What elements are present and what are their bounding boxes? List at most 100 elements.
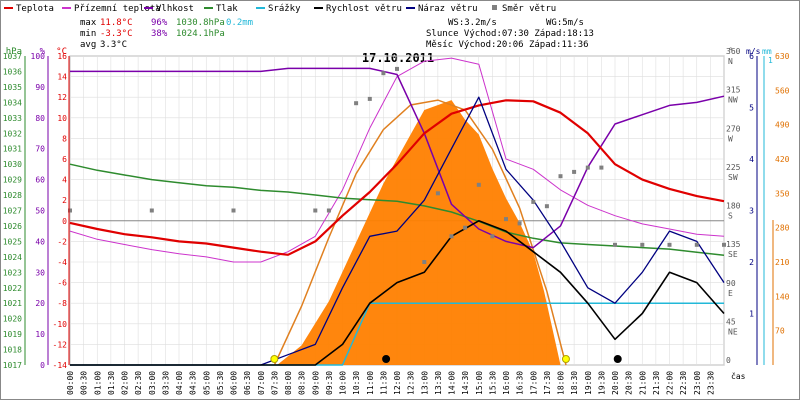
- hpa-axis-unit: hPa: [6, 47, 22, 57]
- temp-axis-tick-label: -2: [57, 237, 67, 246]
- wind-direction-point: [231, 208, 236, 213]
- wind-axis-tick-label: 5: [749, 104, 754, 113]
- rain-axis-unit: mm: [762, 47, 772, 56]
- x-tick-label: 02:30: [134, 371, 143, 395]
- hpa-axis-tick-label: 1033: [3, 114, 22, 123]
- dir-axis-compass-label: N: [728, 57, 733, 66]
- dir-axis-tick-label: 135: [726, 240, 741, 249]
- dir-axis-compass-label: S: [728, 212, 733, 221]
- stats-min-press: 1024.1hPa: [176, 29, 225, 39]
- temp-axis-tick-label: 16: [57, 52, 67, 61]
- x-tick-label: 05:00: [202, 371, 211, 395]
- x-tick-label: 13:30: [434, 371, 443, 395]
- solar-axis-tick-label: 210: [775, 258, 790, 267]
- stats-ws: WS:3.2m/s: [448, 18, 497, 28]
- x-tick-label: 22:30: [679, 371, 688, 395]
- hpa-axis-tick-label: 1030: [3, 160, 22, 169]
- stats-avg-label: avg: [80, 40, 96, 50]
- dir-axis-compass-label: SE: [728, 250, 738, 259]
- wind-axis-tick-label: 4: [749, 155, 754, 164]
- wind-axis-tick-label: 6: [749, 52, 754, 61]
- x-tick-label: 18:30: [570, 371, 579, 395]
- x-tick-label: 15:30: [488, 371, 497, 395]
- legend-label: Srážky: [268, 4, 301, 14]
- stats-max-label: max: [80, 18, 97, 28]
- hpa-axis-tick-label: 1021: [3, 299, 22, 308]
- solar-axis-tick-label: 630: [775, 52, 790, 61]
- solar-axis-tick-label: 350: [775, 189, 790, 198]
- x-tick-label: 11:30: [379, 371, 388, 395]
- dir-axis-tick-label: 90: [726, 279, 736, 288]
- dir-axis-tick-label: 315: [726, 86, 741, 95]
- solar-axis-tick-label: 560: [775, 86, 790, 95]
- hpa-axis-tick-label: 1026: [3, 222, 22, 231]
- dir-axis-compass-label: NW: [728, 96, 738, 105]
- temp-axis-tick-label: 12: [57, 93, 67, 102]
- wind-direction-point: [599, 165, 604, 170]
- rain-axis-tick-label: 1: [768, 56, 773, 65]
- x-tick-label: 09:30: [325, 371, 334, 395]
- x-tick-label: 07:30: [270, 371, 279, 395]
- wind-direction-point: [422, 260, 427, 264]
- x-tick-label: 01:00: [93, 371, 102, 395]
- hpa-axis-tick-label: 1032: [3, 129, 22, 138]
- wind-direction-point: [640, 242, 645, 247]
- x-tick-label: 10:30: [352, 371, 361, 395]
- x-tick-label: 19:30: [597, 371, 606, 395]
- dir-axis-tick-label: 45: [726, 317, 736, 326]
- sun-moon-markers: [270, 355, 622, 363]
- wind-direction-point: [667, 242, 672, 247]
- x-tick-label: 03:00: [148, 371, 157, 395]
- x-tick-label: 23:30: [706, 371, 715, 395]
- stats-max-temp: 11.8°C: [100, 18, 133, 28]
- hpa-axis-tick-label: 1024: [3, 253, 22, 262]
- wind-direction-point: [517, 221, 522, 226]
- wind-direction-point: [149, 208, 154, 213]
- wind-direction-point: [476, 182, 481, 187]
- stats-max-press: 1030.8hPa: [176, 18, 225, 28]
- temp-axis-tick-label: 6: [62, 155, 67, 164]
- hpa-axis-tick-label: 1029: [3, 176, 22, 185]
- legend-label: Směr větru: [502, 4, 556, 14]
- hpa-axis-tick-label: 1018: [3, 346, 22, 355]
- x-tick-label: 05:30: [216, 371, 225, 395]
- x-tick-label: 08:00: [284, 371, 293, 395]
- pct-axis-unit: %: [40, 47, 46, 57]
- ground-temp-line: [69, 57, 725, 263]
- dir-axis-tick-label: 0: [726, 356, 731, 365]
- temp-axis-tick-label: 10: [57, 114, 67, 123]
- stats-block: max 11.8°C 96% 1030.8hPa 0.2mm min -3.3°…: [80, 18, 594, 50]
- sun-marker: [561, 355, 570, 363]
- hpa-axis-tick-label: 1020: [3, 315, 22, 324]
- wind-direction-point: [504, 217, 508, 222]
- x-tick-label: 04:00: [175, 371, 184, 395]
- x-axis-unit: čas: [731, 371, 746, 381]
- pct-axis-tick-label: 10: [35, 330, 45, 339]
- temp-axis-tick-label: -4: [57, 258, 67, 267]
- x-tick-label: 13:00: [420, 371, 429, 395]
- stats-wg: WG:5m/s: [546, 18, 584, 28]
- wind-axis-unit: m/s: [746, 47, 761, 56]
- x-tick-label: 20:00: [611, 371, 620, 395]
- x-tick-label: 19:00: [584, 371, 593, 395]
- wind-direction-point: [544, 204, 549, 209]
- stats-min-label: min: [80, 29, 96, 39]
- wind-axis-tick-label: 1: [749, 310, 754, 319]
- dir-axis-unit: °: [728, 47, 733, 57]
- x-tick-label: 10:00: [339, 371, 348, 395]
- pct-axis-tick-label: 40: [35, 237, 45, 246]
- pct-axis-tick-label: 50: [35, 207, 45, 216]
- pct-axis-tick-label: 90: [35, 83, 45, 92]
- wind-direction-points: [68, 66, 726, 264]
- solar-area: [277, 100, 561, 365]
- pct-axis-tick-label: 0: [40, 361, 45, 370]
- pct-axis-tick-label: 100: [31, 52, 46, 61]
- temp-axis-tick-label: -12: [53, 340, 68, 349]
- stats-min-hum: 38%: [151, 29, 168, 39]
- legend-label: Přízemní teplota: [74, 4, 161, 14]
- wind-direction-point: [395, 66, 399, 71]
- pct-axis-tick-label: 30: [35, 268, 45, 277]
- temp-axis-tick-label: 0: [62, 217, 67, 226]
